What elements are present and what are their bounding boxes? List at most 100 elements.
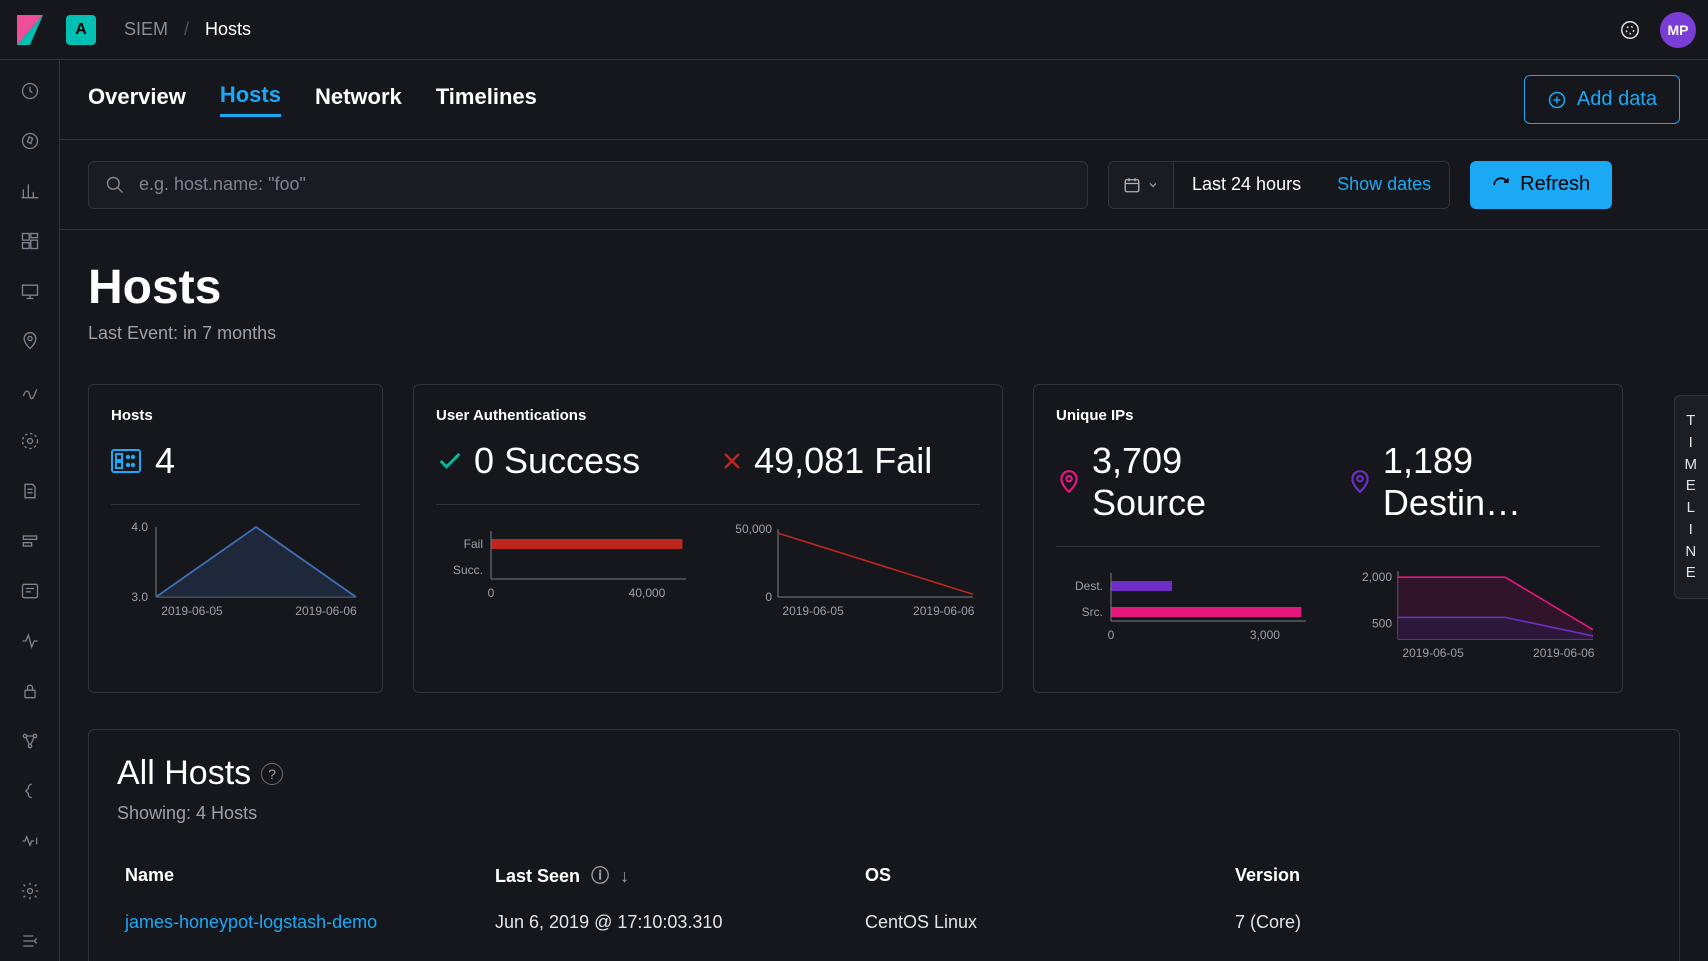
filter-row: Last 24 hours Show dates Refresh xyxy=(60,140,1708,230)
nav-dashboard-icon[interactable] xyxy=(19,230,41,252)
nav-infra-icon[interactable] xyxy=(19,430,41,452)
hosts-value: 4 xyxy=(155,440,175,482)
hosts-table: Name Last Seen ⓘ ↓ OS Version james-hone… xyxy=(117,852,1651,947)
nav-maps-icon[interactable] xyxy=(19,330,41,352)
search-box[interactable] xyxy=(88,161,1088,209)
ips-dest-stat: 1,189 Destin… xyxy=(1347,440,1600,524)
calendar-button[interactable] xyxy=(1109,162,1174,208)
hosts-icon xyxy=(111,449,141,473)
all-hosts-panel: All Hosts ? Showing: 4 Hosts Name Last S… xyxy=(88,729,1680,961)
timeline-tab-e2: E xyxy=(1686,562,1697,584)
svg-text:2,000: 2,000 xyxy=(1362,570,1392,584)
nav-logs-icon[interactable] xyxy=(19,480,41,502)
tab-network[interactable]: Network xyxy=(315,84,402,116)
card-auth: User Authentications 0 Success 49,081 Fa… xyxy=(413,384,1003,693)
timeline-tab-i: I xyxy=(1689,432,1694,454)
content: Hosts Last Event: in 7 months Hosts 4 4.… xyxy=(60,230,1708,961)
help-icon[interactable] xyxy=(1618,18,1642,42)
svg-text:4.0: 4.0 xyxy=(131,520,148,534)
nav-ml-icon[interactable] xyxy=(19,380,41,402)
svg-text:Dest.: Dest. xyxy=(1075,579,1103,593)
hosts-stat: 4 xyxy=(111,440,360,482)
tab-hosts[interactable]: Hosts xyxy=(220,82,281,117)
host-link[interactable]: james-honeypot-logstash-demo xyxy=(125,912,377,932)
tab-overview[interactable]: Overview xyxy=(88,84,186,116)
kibana-logo[interactable] xyxy=(0,0,60,60)
svg-text:500: 500 xyxy=(1372,617,1392,631)
sort-desc-icon: ↓ xyxy=(620,866,629,886)
nav-management-icon[interactable] xyxy=(19,880,41,902)
auth-fail-label: 49,081 Fail xyxy=(754,440,932,482)
svg-text:Succ.: Succ. xyxy=(453,563,483,577)
svg-text:2019-06-05: 2019-06-05 xyxy=(1402,646,1464,660)
nav-collapse-icon[interactable] xyxy=(19,930,41,952)
show-dates-link[interactable]: Show dates xyxy=(1319,174,1449,195)
nav-dev-icon[interactable] xyxy=(19,780,41,802)
svg-text:Fail: Fail xyxy=(464,537,483,551)
svg-text:3,000: 3,000 xyxy=(1250,628,1280,642)
ips-source-stat: 3,709 Source xyxy=(1056,440,1287,524)
svg-text:2019-06-06: 2019-06-06 xyxy=(295,604,357,618)
page-title: Hosts xyxy=(88,260,1680,315)
card-hosts: Hosts 4 4.0 3.0 2019-06-05 2019-06-06 xyxy=(88,384,383,693)
auth-success-label: 0 Success xyxy=(474,440,640,482)
pin-source-icon xyxy=(1056,469,1082,495)
hosts-chart: 4.0 3.0 2019-06-05 2019-06-06 xyxy=(111,517,360,637)
chevron-down-icon xyxy=(1147,179,1159,191)
x-icon xyxy=(720,449,744,473)
add-data-button[interactable]: Add data xyxy=(1524,75,1680,124)
nav-siem-icon[interactable] xyxy=(19,580,41,602)
nav-apm-icon[interactable] xyxy=(19,530,41,552)
breadcrumb-parent[interactable]: SIEM xyxy=(124,19,168,40)
card-ips-title: Unique IPs xyxy=(1056,407,1600,424)
help-tip-icon[interactable]: ? xyxy=(261,763,283,785)
cell-name: james-honeypot-logstash-demo xyxy=(117,898,487,947)
cell-os: CentOS Linux xyxy=(857,898,1227,947)
info-icon: ⓘ xyxy=(591,866,609,886)
auth-fail-stat: 49,081 Fail xyxy=(720,440,932,482)
timeline-tab-i2: I xyxy=(1689,519,1694,541)
svg-text:3.0: 3.0 xyxy=(131,590,148,604)
svg-text:50,000: 50,000 xyxy=(735,522,772,536)
nav-monitoring-icon[interactable] xyxy=(19,830,41,852)
refresh-button[interactable]: Refresh xyxy=(1470,161,1612,209)
space-badge[interactable]: A xyxy=(66,15,96,45)
plus-circle-icon xyxy=(1547,90,1567,110)
col-version[interactable]: Version xyxy=(1227,852,1651,898)
timeline-tab-m: M xyxy=(1685,454,1699,476)
ips-charts: Dest.Src.03,000 2,0005002019-06-052019-0… xyxy=(1056,559,1600,674)
breadcrumb-current: Hosts xyxy=(205,19,251,40)
col-name[interactable]: Name xyxy=(117,852,487,898)
nav-security-icon[interactable] xyxy=(19,680,41,702)
avatar[interactable]: MP xyxy=(1660,12,1696,48)
nav-uptime-icon[interactable] xyxy=(19,630,41,652)
auth-success-stat: 0 Success xyxy=(436,440,640,482)
timeline-tab-n: N xyxy=(1685,541,1697,563)
nav-visualize-icon[interactable] xyxy=(19,180,41,202)
col-os[interactable]: OS xyxy=(857,852,1227,898)
search-icon xyxy=(105,175,125,195)
timeline-tab-t: T xyxy=(1686,410,1696,432)
svg-text:0: 0 xyxy=(1108,628,1115,642)
svg-text:2019-06-05: 2019-06-05 xyxy=(782,604,844,618)
ips-dest-label: 1,189 Destin… xyxy=(1383,440,1600,524)
timeline-tab-l: L xyxy=(1687,497,1696,519)
range-label[interactable]: Last 24 hours xyxy=(1174,174,1319,195)
card-hosts-title: Hosts xyxy=(111,407,360,424)
cell-version: 7 (Core) xyxy=(1227,898,1651,947)
cell-last-seen: Jun 6, 2019 @ 17:10:03.310 xyxy=(487,898,857,947)
nav-discover-icon[interactable] xyxy=(19,130,41,152)
main: Overview Hosts Network Timelines Add dat… xyxy=(60,60,1708,961)
all-hosts-showing: Showing: 4 Hosts xyxy=(117,803,1651,824)
search-input[interactable] xyxy=(139,174,1071,195)
svg-text:2019-06-05: 2019-06-05 xyxy=(161,604,223,618)
check-icon xyxy=(436,447,464,475)
nav-canvas-icon[interactable] xyxy=(19,280,41,302)
col-last-seen[interactable]: Last Seen ⓘ ↓ xyxy=(487,852,857,898)
nav-graph-icon[interactable] xyxy=(19,730,41,752)
breadcrumb: SIEM / Hosts xyxy=(124,19,251,40)
nav-recent-icon[interactable] xyxy=(19,80,41,102)
svg-text:Src.: Src. xyxy=(1082,605,1103,619)
tab-timelines[interactable]: Timelines xyxy=(436,84,537,116)
timeline-flyout-tab[interactable]: T I M E L I N E xyxy=(1674,395,1708,599)
